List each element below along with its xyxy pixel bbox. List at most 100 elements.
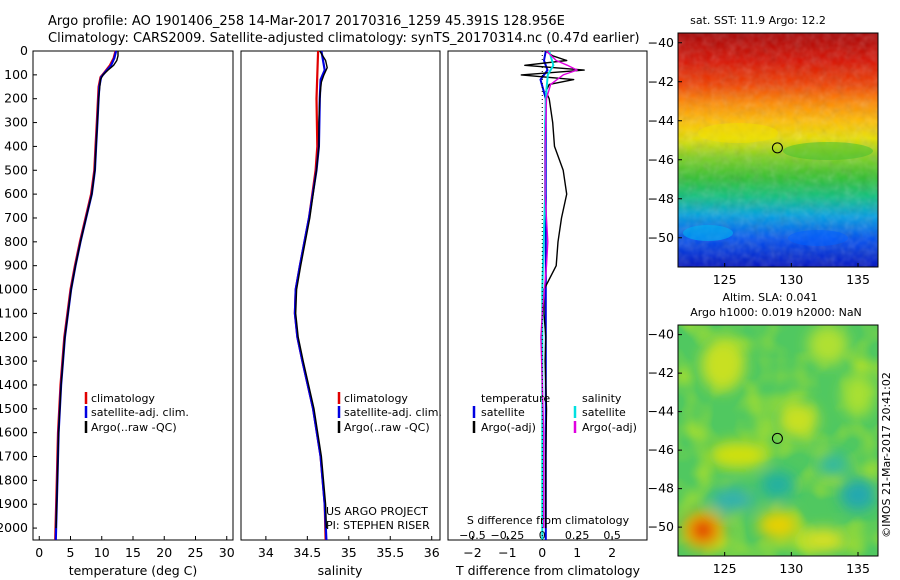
- depth-tick-label: 300: [4, 115, 28, 130]
- x-tick-label: 36: [424, 545, 440, 560]
- temperature-legend: climatology satellite-adj. clim. Argo(..…: [84, 392, 189, 434]
- sla-argo-heights: Argo h1000: 0.019 h2000: NaN: [690, 306, 862, 319]
- header-line1: Argo profile: AO 1901406_258 14-Mar-2017…: [48, 14, 565, 29]
- sst-feature: [698, 123, 778, 143]
- sla-feature: [840, 479, 876, 511]
- sst-lat-ticks: −40 −42 −44 −46 −48 −50: [648, 35, 682, 245]
- depth-tick-label: 1200: [0, 329, 28, 344]
- s-tick-label: −0.5: [459, 529, 486, 542]
- x-tick-label: −2: [463, 545, 481, 560]
- depth-tick-label: 1800: [0, 472, 28, 487]
- series-line-s-argo-adj-: [540, 50, 578, 529]
- x-tick-label: −1: [498, 545, 516, 560]
- x-tick-label: 34: [258, 545, 274, 560]
- x-tick-label: 34.5: [293, 545, 321, 560]
- sla-map: [678, 325, 878, 556]
- x-tick-label: 1: [573, 545, 581, 560]
- x-tick-label: 10: [94, 545, 110, 560]
- sla-lat-ticks: −40 −42 −44 −46 −48 −50: [648, 327, 682, 534]
- sla-feature: [801, 528, 845, 552]
- lat-tick-label: −42: [648, 74, 674, 89]
- sst-feature: [783, 142, 873, 160]
- legend-argo: Argo(..raw -QC): [91, 421, 177, 434]
- depth-tick-label: 800: [4, 234, 28, 249]
- series-line-t-argo-adj-: [520, 50, 585, 529]
- legend-t-argo: Argo(-adj): [481, 421, 536, 434]
- t-difference-ticks: −2 −1 0 1 2: [463, 536, 616, 560]
- depth-tick-label: 400: [4, 138, 28, 153]
- legend-argo: Argo(..raw -QC): [344, 421, 430, 434]
- argo-position-marker: [771, 432, 783, 444]
- legend-climatology: climatology: [91, 392, 155, 405]
- series-line-argo: [295, 50, 328, 529]
- legend-satellite: satellite-adj. clim.: [91, 406, 189, 419]
- legend-s-satellite: satellite: [582, 406, 626, 419]
- difference-axes: [447, 50, 648, 541]
- x-tick-label: 0: [35, 545, 43, 560]
- depth-tick-label: 700: [4, 210, 28, 225]
- depth-tick-label: 1600: [0, 425, 28, 440]
- salinity-axes: [240, 50, 441, 541]
- lat-tick-label: −44: [648, 113, 674, 128]
- sla-lon-ticks: 125 130 135: [713, 552, 870, 576]
- salinity-xlabel: salinity: [318, 563, 363, 578]
- sst-feature: [788, 230, 848, 246]
- x-tick-label: 30: [219, 545, 235, 560]
- s-tick-label: 0.5: [603, 529, 621, 542]
- difference-panel: −2 −1 0 1 2 −0.5 −0.25 0 0.25 0.5 temperature sa…: [447, 50, 648, 578]
- sst-axes: [677, 32, 879, 268]
- sla-axes: [677, 324, 879, 557]
- sla-map-panel: Altim. SLA: 0.041 Argo h1000: 0.019 h200…: [648, 291, 879, 576]
- s-difference-label: S difference from climatology: [467, 514, 630, 527]
- sst-title: sat. SST: 11.9 Argo: 12.2: [690, 14, 826, 27]
- s-difference-ticks: −0.5−0.2500.250.5: [459, 529, 621, 542]
- argo-position-marker: [771, 142, 783, 154]
- depth-tick-label: 0: [20, 43, 28, 58]
- sst-map: [678, 33, 878, 267]
- sla-feature: [701, 339, 745, 391]
- x-tick-label: 5: [67, 545, 75, 560]
- lat-tick-label: −40: [648, 35, 674, 50]
- sla-title: Altim. SLA: 0.041: [722, 291, 817, 304]
- temperature-lines: [54, 50, 119, 541]
- x-tick-label: 25: [188, 545, 204, 560]
- x-tick-label: 35: [341, 545, 357, 560]
- temperature-xlabel: temperature (deg C): [69, 563, 198, 578]
- depth-tick-label: 2000: [0, 520, 28, 535]
- sst-lon-ticks: 125 130 135: [713, 263, 870, 287]
- lat-tick-label: −44: [648, 404, 674, 419]
- depth-tick-label: 900: [4, 258, 28, 273]
- depth-tick-label: 1100: [0, 305, 28, 320]
- legend-temperature-heading: temperature: [481, 392, 550, 405]
- depth-tick-label: 1300: [0, 353, 28, 368]
- x-tick-label: 0: [538, 545, 546, 560]
- legend-s-argo: Argo(-adj): [582, 421, 637, 434]
- project-annotation: US ARGO PROJECT: [326, 505, 428, 518]
- depth-tick-label: 500: [4, 162, 28, 177]
- x-tick-label: 35.5: [376, 545, 404, 560]
- x-tick-label: 2: [608, 545, 616, 560]
- s-tick-label: 0.25: [565, 529, 590, 542]
- lat-tick-label: −46: [648, 442, 674, 457]
- s-tick-label: −0.25: [490, 529, 524, 542]
- salinity-lines: [293, 50, 328, 541]
- lat-tick-label: −50: [648, 519, 674, 534]
- sla-feature: [778, 402, 818, 438]
- depth-tick-label: 1500: [0, 401, 28, 416]
- lat-tick-label: −48: [648, 481, 674, 496]
- series-line-argo: [55, 51, 119, 529]
- sla-feature: [808, 325, 848, 365]
- sla-feature: [690, 518, 716, 542]
- lat-tick-label: −50: [648, 230, 674, 245]
- difference-lines: [520, 50, 585, 540]
- sla-feature: [711, 488, 755, 512]
- t-difference-xlabel: T difference from climatology: [455, 563, 641, 578]
- depth-tick-label: 1400: [0, 377, 28, 392]
- depth-tick-label: 1000: [0, 282, 28, 297]
- credit-label: ©IMOS 21-Mar-2017 20:41:02: [880, 372, 893, 538]
- sst-feature: [683, 225, 733, 241]
- temperature-axes: [32, 50, 234, 541]
- sla-feature: [708, 441, 768, 469]
- depth-tick-label: 600: [4, 186, 28, 201]
